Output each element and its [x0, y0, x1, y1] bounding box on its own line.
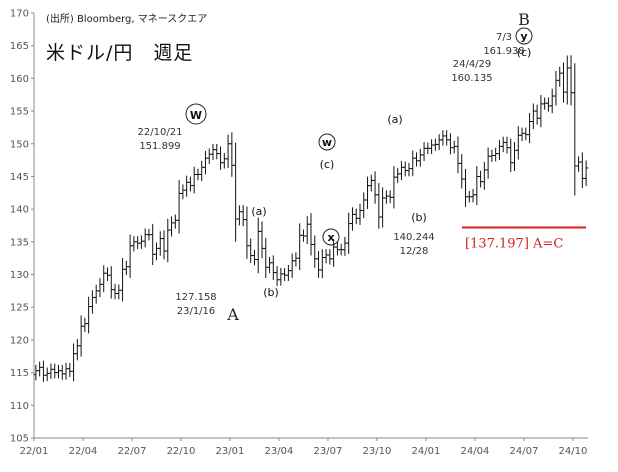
wave-label: (b): [411, 211, 427, 224]
y-tick-label: 155: [10, 107, 29, 118]
wave-label: y: [520, 30, 527, 43]
x-tick-label: 22/04: [69, 446, 98, 457]
wave-label: (c): [320, 158, 335, 171]
price-annotation: 151.899: [139, 141, 180, 152]
price-annotation: 23/1/16: [177, 306, 216, 317]
target-label: [137.197] A=C: [465, 236, 563, 251]
wave-label: (a): [251, 205, 266, 218]
wave-circle: [322, 228, 340, 246]
x-tick-label: 24/10: [559, 446, 588, 457]
wave-label: w: [322, 136, 332, 149]
y-tick-label: 170: [10, 9, 29, 20]
y-tick-label: 120: [10, 335, 29, 346]
y-tick-label: 135: [10, 237, 29, 248]
chart-title: 米ドル/円 週足: [46, 42, 194, 64]
y-tick-label: 130: [10, 270, 29, 281]
wave-label: (b): [263, 286, 279, 299]
price-annotation: 24/4/29: [453, 59, 492, 70]
wave-label: B: [518, 10, 530, 29]
x-tick-label: 22/07: [118, 446, 147, 457]
wave-label: x: [327, 231, 334, 244]
x-tick-label: 23/04: [265, 446, 294, 457]
x-tick-label: 24/07: [510, 446, 539, 457]
y-tick-label: 140: [10, 205, 29, 216]
x-tick-label: 22/10: [167, 446, 196, 457]
y-tick-label: 105: [10, 434, 29, 445]
x-tick-label: 22/01: [20, 446, 49, 457]
wave-label: (a): [387, 113, 402, 126]
x-tick-label: 23/07: [314, 446, 343, 457]
y-tick-label: 150: [10, 139, 29, 150]
y-tick-label: 110: [10, 401, 29, 412]
x-tick-label: 24/04: [461, 446, 490, 457]
price-annotation: 160.135: [451, 73, 492, 84]
price-annotation: 12/28: [400, 246, 429, 257]
y-tick-label: 145: [10, 172, 29, 183]
wave-circle: [318, 133, 336, 151]
wave-label: W: [190, 109, 202, 122]
x-tick-label: 24/01: [412, 446, 441, 457]
y-tick-label: 160: [10, 74, 29, 85]
y-tick-label: 125: [10, 303, 29, 314]
source-note: (出所) Bloomberg, マネースクエア: [46, 14, 208, 25]
wave-label: (c): [517, 46, 532, 59]
price-annotation: 7/3: [496, 32, 512, 43]
wave-circle: [515, 27, 533, 45]
price-annotation: 161.938: [483, 46, 524, 57]
y-tick-label: 115: [10, 368, 29, 379]
x-tick-label: 23/10: [363, 446, 392, 457]
price-annotation: 127.158: [175, 292, 216, 303]
wave-circle: [185, 103, 207, 125]
y-tick-label: 165: [10, 41, 29, 52]
x-tick-label: 23/01: [216, 446, 245, 457]
wave-label: A: [226, 305, 239, 324]
price-annotation: 22/10/21: [138, 127, 183, 138]
price-annotation: 140.244: [393, 232, 434, 243]
